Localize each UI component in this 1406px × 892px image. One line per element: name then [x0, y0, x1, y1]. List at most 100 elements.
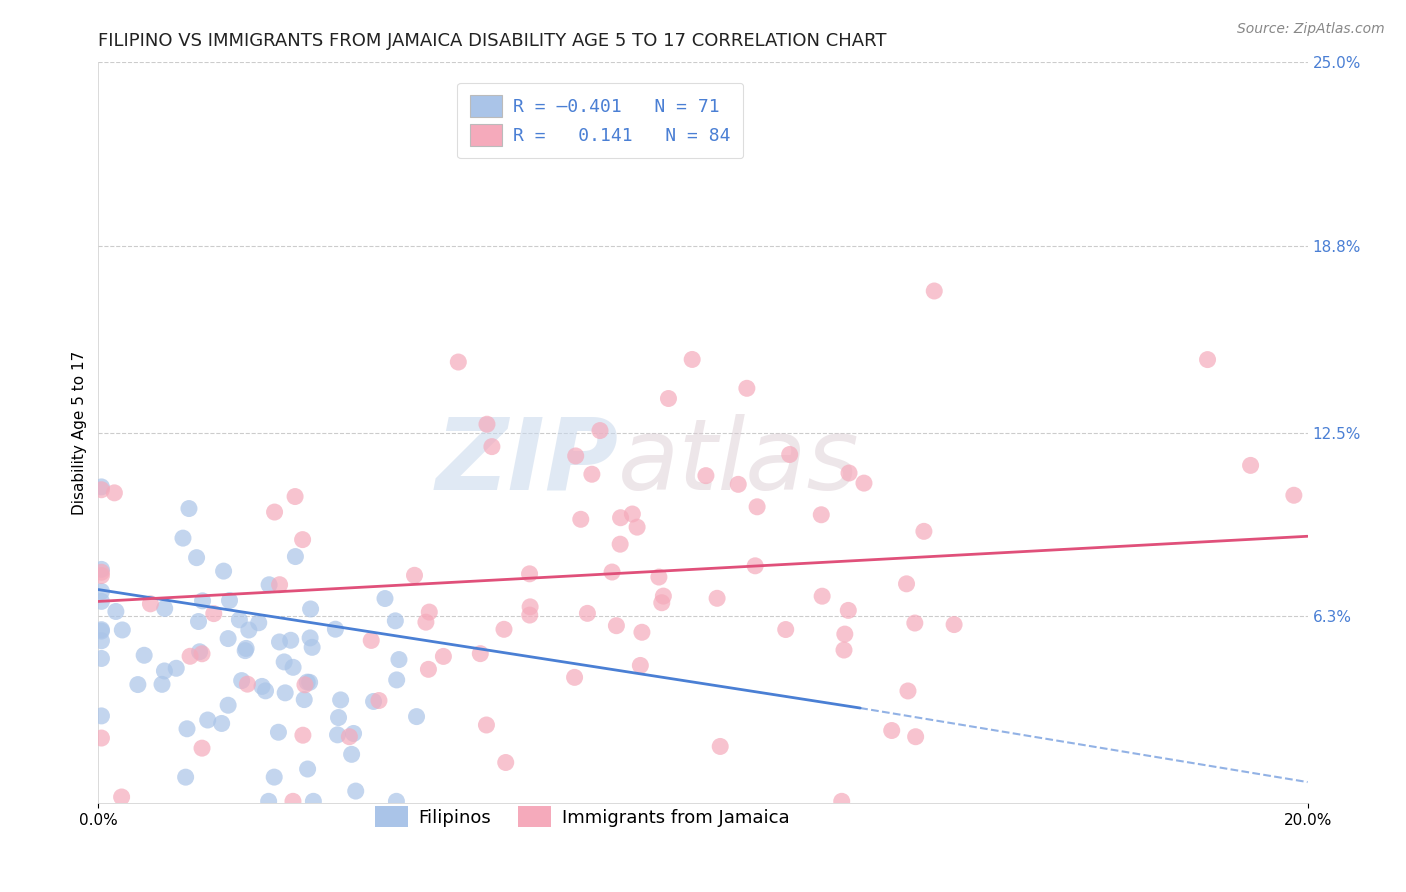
Point: [681, 352, 703, 367]
Point: [284, 490, 307, 504]
Point: [273, 655, 295, 669]
Point: [153, 664, 176, 678]
Point: [628, 658, 651, 673]
Point: [648, 570, 671, 584]
Point: [564, 670, 586, 684]
Point: [281, 794, 304, 808]
Point: [257, 794, 280, 808]
Point: [519, 599, 541, 614]
Point: [838, 466, 860, 480]
Point: [297, 675, 319, 690]
Point: [600, 565, 623, 579]
Point: [360, 633, 382, 648]
Point: [274, 686, 297, 700]
Point: [90, 483, 112, 497]
Point: [267, 725, 290, 739]
Point: [280, 633, 302, 648]
Point: [90, 480, 112, 494]
Point: [139, 597, 162, 611]
Point: [186, 550, 208, 565]
Point: [211, 716, 233, 731]
Point: [368, 693, 391, 707]
Point: [103, 486, 125, 500]
Point: [1282, 488, 1305, 502]
Point: [90, 709, 112, 723]
Point: [470, 647, 492, 661]
Point: [1197, 352, 1219, 367]
Point: [104, 605, 127, 619]
Point: [218, 593, 240, 607]
Point: [134, 648, 156, 663]
Point: [727, 477, 749, 491]
Point: [90, 731, 112, 745]
Point: [179, 649, 201, 664]
Point: [90, 594, 112, 608]
Point: [447, 355, 470, 369]
Point: [432, 649, 454, 664]
Y-axis label: Disability Age 5 to 17: Disability Age 5 to 17: [72, 351, 87, 515]
Point: [569, 512, 592, 526]
Point: [880, 723, 903, 738]
Point: [284, 549, 307, 564]
Point: [254, 683, 277, 698]
Point: [191, 741, 214, 756]
Point: [90, 568, 112, 582]
Point: [294, 678, 316, 692]
Point: [238, 623, 260, 637]
Point: [233, 643, 256, 657]
Point: [695, 468, 717, 483]
Point: [90, 562, 112, 576]
Point: [202, 607, 225, 621]
Point: [519, 608, 541, 623]
Point: [810, 508, 832, 522]
Text: Source: ZipAtlas.com: Source: ZipAtlas.com: [1237, 22, 1385, 37]
Point: [605, 618, 627, 632]
Point: [779, 448, 801, 462]
Point: [297, 762, 319, 776]
Point: [325, 622, 347, 636]
Point: [832, 643, 855, 657]
Point: [657, 392, 679, 406]
Text: ZIP: ZIP: [436, 414, 619, 511]
Point: [363, 694, 385, 708]
Point: [328, 710, 350, 724]
Point: [191, 647, 214, 661]
Point: [405, 709, 427, 723]
Point: [631, 625, 654, 640]
Point: [626, 520, 648, 534]
Point: [745, 500, 768, 514]
Point: [385, 673, 408, 687]
Point: [299, 602, 322, 616]
Point: [281, 660, 304, 674]
Point: [388, 652, 411, 666]
Point: [165, 661, 187, 675]
Point: [897, 684, 920, 698]
Point: [90, 584, 112, 599]
Point: [831, 794, 853, 808]
Point: [651, 596, 673, 610]
Point: [90, 623, 112, 637]
Point: [475, 718, 498, 732]
Point: [177, 501, 200, 516]
Point: [344, 784, 367, 798]
Point: [709, 739, 731, 754]
Point: [564, 449, 586, 463]
Point: [837, 603, 859, 617]
Point: [172, 531, 194, 545]
Point: [609, 510, 631, 524]
Text: atlas: atlas: [619, 414, 860, 511]
Point: [191, 594, 214, 608]
Point: [90, 633, 112, 648]
Point: [943, 617, 966, 632]
Point: [197, 713, 219, 727]
Point: [576, 607, 599, 621]
Point: [1239, 458, 1261, 473]
Point: [811, 589, 834, 603]
Point: [235, 641, 257, 656]
Point: [329, 693, 352, 707]
Point: [228, 613, 250, 627]
Point: [922, 284, 945, 298]
Point: [153, 601, 176, 615]
Point: [384, 614, 406, 628]
Point: [212, 564, 235, 578]
